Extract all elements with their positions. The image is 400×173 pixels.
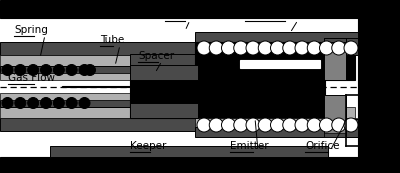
- Bar: [0, 73, 195, 80]
- Circle shape: [79, 65, 90, 75]
- Text: Keeper: Keeper: [130, 141, 166, 151]
- Circle shape: [307, 118, 321, 132]
- Circle shape: [295, 118, 309, 132]
- Bar: [324, 38, 346, 42]
- Circle shape: [246, 41, 260, 55]
- Bar: [346, 119, 358, 137]
- Bar: [195, 118, 358, 131]
- Circle shape: [222, 118, 236, 132]
- Bar: [130, 54, 298, 66]
- Bar: [324, 95, 346, 137]
- Bar: [240, 60, 320, 68]
- Bar: [195, 127, 358, 137]
- Circle shape: [84, 65, 96, 75]
- Text: Sleeve: Sleeve: [168, 83, 203, 93]
- Bar: [0, 157, 395, 173]
- Bar: [130, 80, 325, 118]
- Bar: [0, 107, 355, 118]
- Bar: [324, 38, 346, 80]
- Text: Heater: Heater: [165, 10, 200, 20]
- Circle shape: [2, 98, 13, 108]
- Text: Tube: Tube: [100, 35, 124, 45]
- Circle shape: [15, 98, 26, 108]
- Circle shape: [66, 65, 77, 75]
- Bar: [0, 42, 355, 55]
- Circle shape: [258, 118, 272, 132]
- Circle shape: [258, 41, 272, 55]
- Circle shape: [2, 65, 13, 75]
- Bar: [50, 146, 328, 157]
- Circle shape: [295, 41, 309, 55]
- Circle shape: [28, 98, 39, 108]
- Circle shape: [270, 118, 284, 132]
- Circle shape: [234, 41, 248, 55]
- Circle shape: [344, 41, 358, 55]
- Bar: [0, 118, 355, 131]
- Circle shape: [40, 98, 52, 108]
- Bar: [0, 55, 355, 66]
- Bar: [324, 133, 346, 137]
- Circle shape: [332, 41, 346, 55]
- Text: Emitter: Emitter: [230, 141, 269, 151]
- Bar: [0, 93, 195, 100]
- Bar: [130, 65, 198, 80]
- Circle shape: [270, 41, 284, 55]
- Circle shape: [53, 65, 64, 75]
- Circle shape: [209, 41, 223, 55]
- Circle shape: [197, 41, 211, 55]
- Bar: [0, 100, 195, 107]
- Text: Spring: Spring: [14, 25, 48, 35]
- Circle shape: [79, 98, 90, 108]
- Bar: [0, 66, 195, 73]
- Circle shape: [28, 65, 39, 75]
- Circle shape: [320, 118, 334, 132]
- Circle shape: [15, 65, 26, 75]
- Circle shape: [307, 41, 321, 55]
- Circle shape: [283, 118, 297, 132]
- Bar: [0, 0, 395, 18]
- Circle shape: [320, 41, 334, 55]
- Circle shape: [283, 41, 297, 55]
- Text: Orifice: Orifice: [305, 141, 340, 151]
- Text: Spacer: Spacer: [138, 51, 174, 61]
- Circle shape: [197, 118, 211, 132]
- Bar: [195, 32, 358, 42]
- Bar: [346, 38, 358, 55]
- Circle shape: [234, 118, 248, 132]
- Circle shape: [246, 118, 260, 132]
- Bar: [358, 0, 400, 173]
- Bar: [195, 42, 358, 55]
- Text: Gas Flow: Gas Flow: [8, 73, 55, 83]
- Circle shape: [344, 118, 358, 132]
- Circle shape: [209, 118, 223, 132]
- Bar: [195, 42, 355, 80]
- Circle shape: [222, 41, 236, 55]
- Circle shape: [66, 98, 77, 108]
- Circle shape: [332, 118, 346, 132]
- Circle shape: [40, 65, 52, 75]
- Text: Heat Shields: Heat Shields: [245, 10, 311, 20]
- Circle shape: [53, 98, 64, 108]
- Bar: [130, 103, 198, 118]
